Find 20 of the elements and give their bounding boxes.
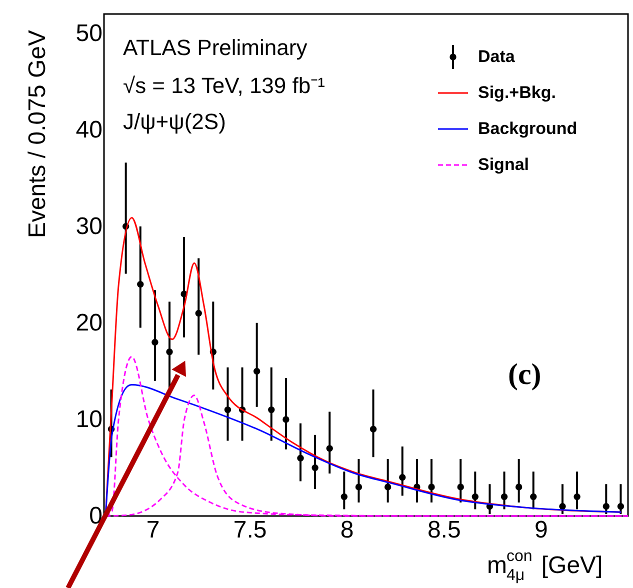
annotation: (c) [508,358,542,391]
annotation: ATLAS Preliminary [123,35,308,60]
x-tick-label: 8 [340,516,354,544]
y-tick-label: 40 [76,116,102,144]
x-tick-label: 7.5 [233,516,267,544]
y-tick-label: 50 [76,20,102,47]
annotation: √s = 13 TeV, 139 fb⁻¹ [123,73,325,98]
legend-label: Sig.+Bkg. [478,83,556,102]
y-tick-label: 10 [76,406,102,433]
annotation: J/ψ+ψ(2S) [123,109,226,134]
legend-label: Background [478,119,578,138]
legend-label: Data [478,47,516,66]
x-tick-label: 7 [146,516,160,544]
x-tick-label: 8.5 [427,516,461,544]
y-tick-label: 20 [76,309,102,336]
legend-label: Signal [478,155,530,174]
y-tick-label: 30 [76,212,102,240]
x-tick-label: 9 [534,516,548,544]
y-axis-title: Events / 0.075 GeV [24,30,51,238]
y-tick-label: 0 [89,502,102,530]
